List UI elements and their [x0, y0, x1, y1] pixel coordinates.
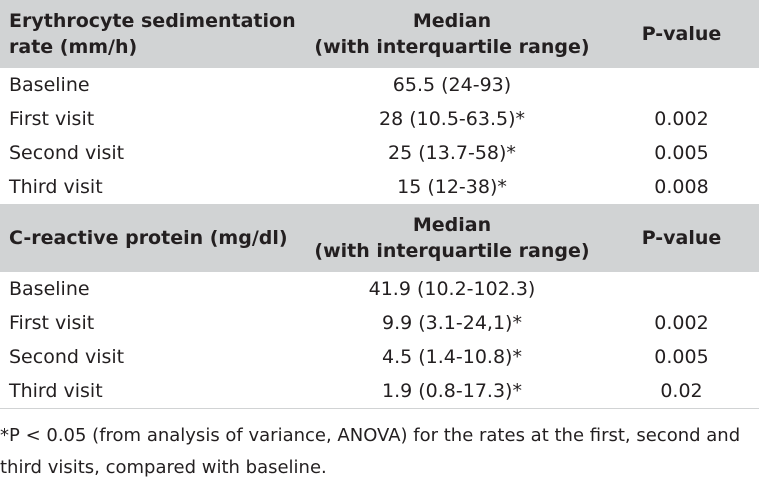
row-label: Third visit	[0, 374, 300, 409]
esr-header-median: Median (with interquartile range)	[300, 0, 604, 68]
table-row: Third visit 1.9 (0.8-17.3)* 0.02	[0, 374, 759, 409]
row-label: First visit	[9, 312, 95, 334]
row-pvalue	[604, 271, 759, 306]
row-label: Baseline	[0, 271, 300, 306]
row-pvalue	[604, 67, 759, 102]
crp-header-median: Median (with interquartile range)	[300, 204, 604, 272]
row-median: 15 (12-38)*	[397, 176, 507, 198]
esr-header-row: Erythrocyte sedimentation rate (mm/h) Me…	[0, 0, 759, 68]
row-pvalue: 0.005	[654, 142, 709, 164]
table-row: Second visit 4.5 (1.4-10.8)* 0.005	[0, 340, 759, 374]
table-footnote: *P < 0.05 (from analysis of variance, AN…	[0, 425, 741, 478]
crp-header-pvalue: P-value	[604, 204, 759, 272]
row-pvalue: 0.008	[654, 176, 709, 198]
crp-header-row: C-reactive protein (mg/dl) Median (with i…	[0, 204, 759, 272]
table-row: Third visit 15 (12-38)* 0.008	[0, 170, 759, 204]
esr-header-label: Erythrocyte sedimentation rate (mm/h)	[0, 0, 300, 68]
crp-header-label: C-reactive protein (mg/dl)	[0, 204, 300, 272]
table-row: First visit 9.9 (3.1-24,1)* 0.002	[0, 306, 759, 340]
row-pvalue: 0.005	[654, 346, 709, 368]
table-row: Baseline 65.5 (24-93)	[0, 67, 759, 102]
results-table: Erythrocyte sedimentation rate (mm/h) Me…	[0, 0, 759, 409]
row-pvalue: 0.002	[654, 108, 709, 130]
row-pvalue: 0.02	[604, 374, 759, 409]
row-label: Second visit	[9, 346, 125, 368]
row-median: 9.9 (3.1-24,1)*	[382, 312, 522, 334]
row-median: 25 (13.7-58)*	[388, 142, 516, 164]
row-median: 28 (10.5-63.5)*	[378, 108, 525, 130]
row-label: Third visit	[9, 176, 103, 198]
row-label: Second visit	[9, 142, 125, 164]
row-pvalue: 0.002	[654, 312, 709, 334]
esr-header-pvalue: P-value	[604, 0, 759, 68]
row-median: 1.9 (0.8-17.3)*	[300, 374, 604, 409]
table-row: Baseline 41.9 (10.2-102.3)	[0, 271, 759, 306]
table-row: First visit 28 (10.5-63.5)* 0.002	[0, 102, 759, 136]
row-median: 41.9 (10.2-102.3)	[300, 271, 604, 306]
table-row: Second visit 25 (13.7-58)* 0.005	[0, 136, 759, 170]
row-median: 65.5 (24-93)	[300, 67, 604, 102]
row-label: First visit	[9, 108, 95, 130]
row-median: 4.5 (1.4-10.8)*	[382, 346, 522, 368]
row-label: Baseline	[0, 67, 300, 102]
